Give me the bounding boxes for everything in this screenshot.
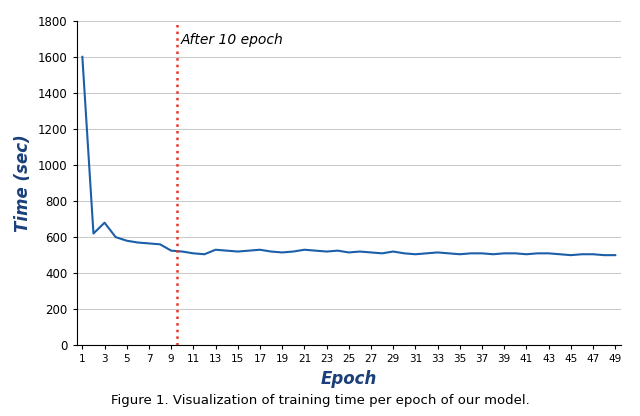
Text: After 10 epoch: After 10 epoch (181, 33, 284, 47)
Y-axis label: Time (sec): Time (sec) (15, 134, 33, 232)
X-axis label: Epoch: Epoch (321, 370, 377, 388)
Text: Figure 1. Visualization of training time per epoch of our model.: Figure 1. Visualization of training time… (111, 394, 529, 406)
